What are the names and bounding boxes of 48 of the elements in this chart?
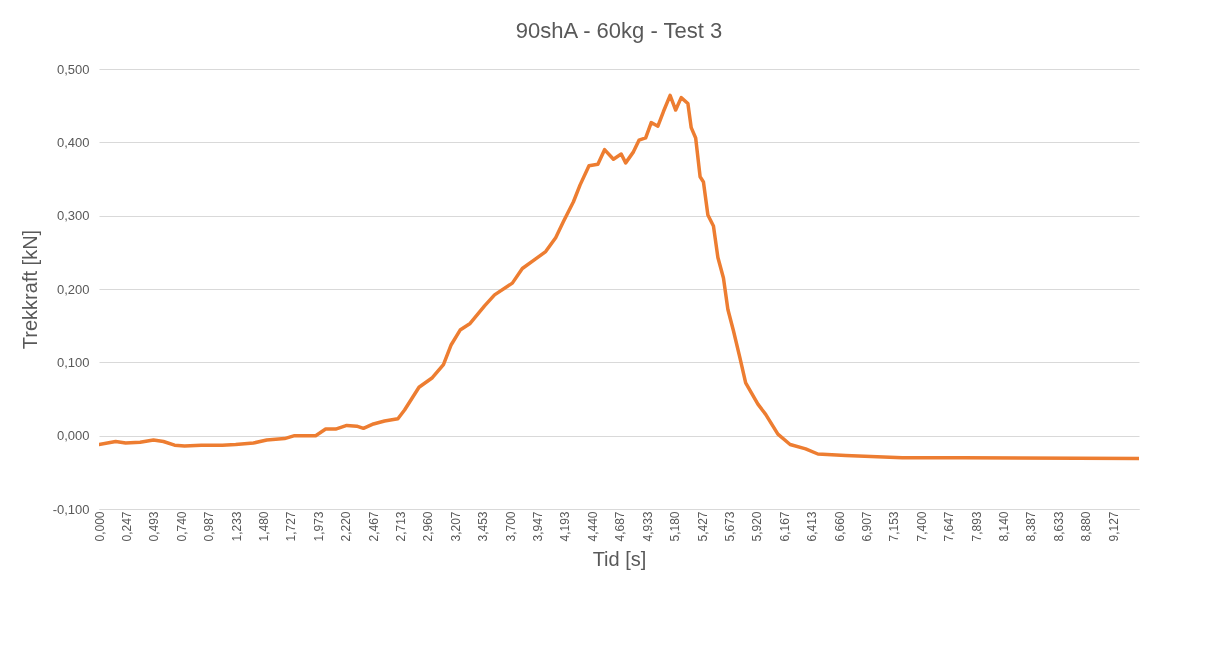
x-tick-label: 3,700 — [503, 511, 518, 542]
x-tick-label: 2,220 — [339, 511, 354, 542]
x-tick-label: 8,880 — [1079, 511, 1094, 542]
x-tick-label: 1,973 — [311, 511, 326, 542]
x-tick-label: 2,960 — [421, 511, 436, 542]
x-tick-label: 4,687 — [613, 511, 628, 542]
x-tick-label: 3,947 — [531, 511, 546, 542]
chart-title: 90shA - 60kg - Test 3 — [515, 18, 723, 43]
y-tick-label: 0,100 — [56, 354, 90, 370]
x-tick-label: 0,740 — [174, 511, 189, 542]
x-tick-label: 2,713 — [393, 511, 408, 542]
x-tick-label: 6,413 — [805, 511, 820, 542]
y-tick-label: 0,400 — [56, 134, 90, 150]
x-tick-label: 7,893 — [969, 511, 984, 542]
x-tick-label: 7,647 — [942, 511, 957, 542]
y-tick-label: 0,000 — [56, 428, 90, 444]
x-tick-label: 0,987 — [202, 511, 217, 542]
x-tick-label: 1,480 — [256, 511, 271, 542]
x-tick-label: 8,140 — [996, 511, 1011, 542]
x-tick-label: 8,633 — [1051, 511, 1066, 542]
x-axis-title: Tid [s] — [592, 547, 647, 570]
x-tick-label: 0,247 — [119, 511, 134, 542]
x-tick-label: 3,453 — [476, 511, 491, 542]
y-tick-label: 0,200 — [56, 281, 90, 297]
x-tick-label: 2,467 — [366, 511, 381, 542]
y-tick-label: 0,300 — [56, 208, 90, 224]
y-tick-label: 0,500 — [56, 61, 90, 77]
line-series — [99, 93, 1139, 461]
x-tick-label: 5,427 — [695, 511, 710, 542]
y-axis-title: Trekkraft [kN] — [18, 229, 41, 350]
x-tick-label: 5,673 — [722, 511, 737, 542]
x-tick-label: 7,153 — [887, 511, 902, 542]
x-tick-label: 7,400 — [914, 511, 929, 542]
x-tick-label: 3,207 — [448, 511, 463, 542]
x-tick-label: 5,180 — [668, 511, 683, 542]
x-tick-label: 9,127 — [1106, 511, 1121, 542]
x-tick-label: 6,167 — [777, 511, 792, 542]
y-tick-label: -0,100 — [52, 501, 90, 517]
x-tick-label: 6,660 — [832, 511, 847, 542]
x-tick-label: 1,727 — [284, 511, 299, 542]
x-tick-label: 1,233 — [229, 511, 244, 542]
x-tick-label: 0,493 — [147, 511, 162, 542]
x-tick-label: 5,920 — [750, 511, 765, 542]
x-tick-label: 4,193 — [558, 511, 573, 542]
x-tick-label: 4,440 — [585, 511, 600, 542]
x-tick-label: 8,387 — [1024, 511, 1039, 542]
x-tick-label: 4,933 — [640, 511, 655, 542]
x-tick-label: 6,907 — [859, 511, 874, 542]
